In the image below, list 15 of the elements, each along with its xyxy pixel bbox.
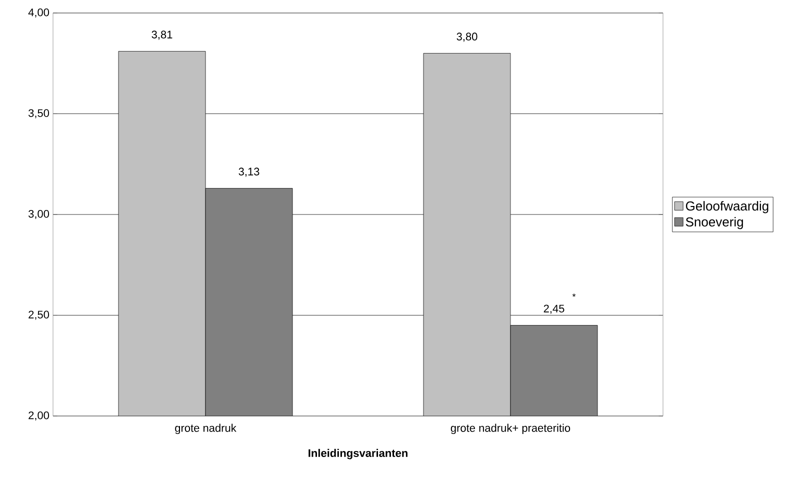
y-tick-label: 4,00 bbox=[28, 8, 50, 18]
annotation: * bbox=[572, 294, 576, 297]
y-tick-label: 2,00 bbox=[28, 411, 50, 421]
legend-label: Geloofwaardig bbox=[686, 201, 768, 214]
data-label: 3,81 bbox=[152, 30, 172, 40]
x-axis-title: Inleidingsvarianten bbox=[308, 448, 408, 460]
data-label: 3,13 bbox=[238, 168, 260, 177]
y-tick-label: 3,00 bbox=[28, 210, 50, 220]
x-tick-label: grote nadruk bbox=[175, 424, 236, 434]
x-tick-label: grote nadruk+ praeteritio bbox=[450, 424, 570, 434]
y-tick-label: 3,50 bbox=[28, 109, 50, 118]
data-label: 2,45 bbox=[544, 304, 564, 314]
y-tick-label: 2,50 bbox=[28, 310, 50, 320]
data-label: 3,80 bbox=[456, 32, 478, 42]
legend-label: Snoeverig bbox=[686, 216, 743, 230]
